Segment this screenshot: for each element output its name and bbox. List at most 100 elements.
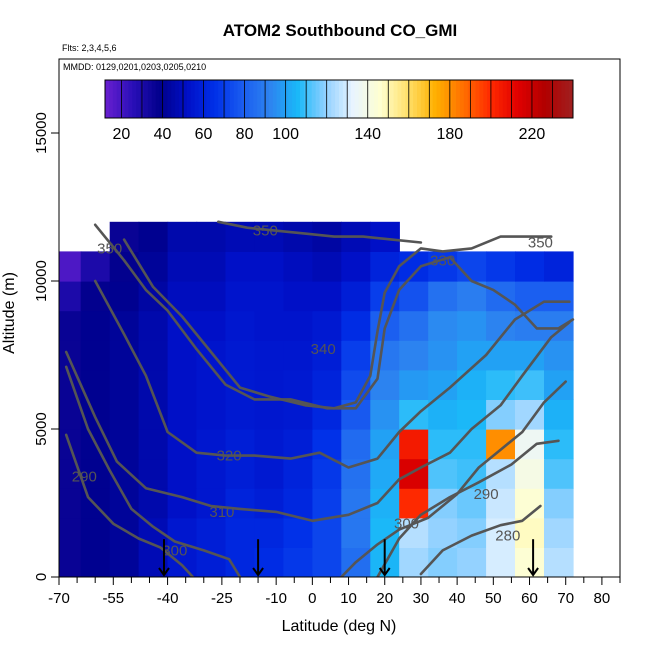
field-cell	[428, 517, 458, 548]
colorbar-segment	[506, 80, 512, 118]
colorbar-segment	[420, 80, 426, 118]
field-cell	[399, 340, 429, 371]
colorbar-segment	[171, 80, 176, 118]
colorbar: 20 40 60 80 100 140 180 220	[104, 79, 574, 143]
colorbar-segment	[206, 80, 211, 118]
colorbar-segment	[276, 80, 281, 118]
contour-line-290	[376, 439, 560, 577]
field-cell	[457, 488, 487, 519]
field-cell	[254, 429, 284, 460]
colorbar-segment	[136, 80, 141, 118]
contour-label: 310	[209, 504, 234, 521]
field-cell	[515, 369, 545, 400]
field-cell	[486, 340, 516, 371]
contour-label: 350	[528, 235, 553, 252]
colorbar-segment	[144, 80, 149, 118]
field-cell	[312, 399, 342, 430]
colorbar-segment	[405, 80, 410, 118]
colorbar-segment	[241, 80, 246, 118]
colorbar-segment	[436, 80, 441, 118]
contour-label: 290	[474, 486, 499, 503]
colorbar-segment	[381, 80, 387, 118]
colorbar-segment	[549, 80, 554, 118]
colorbar-segment	[354, 80, 359, 118]
field-cell	[486, 547, 516, 577]
x-tick-label: -10	[265, 590, 287, 607]
field-cell	[428, 458, 458, 489]
chart-title: ATOM2 Southbound CO_GMI	[223, 21, 458, 40]
colorbar-segment	[296, 80, 301, 118]
colorbar-segment	[452, 80, 457, 118]
field-cell	[544, 340, 574, 371]
field-cell	[312, 310, 342, 341]
field-cell	[544, 488, 574, 519]
field-cell	[283, 340, 313, 371]
colorbar-segment	[108, 80, 114, 118]
field-cell	[370, 429, 400, 460]
x-tick-label: 40	[449, 590, 466, 607]
colorbar-segment	[272, 80, 278, 118]
field-cell	[283, 251, 313, 282]
field-cell	[59, 547, 82, 577]
field-cell	[80, 517, 111, 548]
x-tick-label: 80	[594, 590, 611, 607]
field-cell	[167, 547, 198, 577]
colorbar-segment	[397, 80, 402, 118]
field-cell	[196, 221, 227, 252]
colorbar-segment	[159, 80, 164, 118]
colorbar-segment	[491, 80, 496, 118]
field-cell	[312, 281, 342, 312]
colorbar-segment	[323, 80, 328, 118]
dates-note: MMDD: 0129,0201,0203,0205,0210	[63, 62, 206, 72]
field-cell	[370, 369, 400, 400]
colorbar-segment	[475, 80, 480, 118]
colorbar-segment	[112, 80, 118, 118]
colorbar-segment	[292, 80, 297, 118]
colorbar-segment	[541, 80, 547, 118]
x-tick-label: 0	[308, 590, 316, 607]
field-cell	[515, 547, 545, 577]
colorbar-segment	[151, 80, 157, 118]
field-cell	[283, 281, 313, 312]
colorbar-segment	[315, 80, 320, 118]
colorbar-segment	[257, 80, 262, 118]
colorbar-segment	[210, 80, 215, 118]
field-cell	[312, 547, 342, 577]
colorbar-segment	[167, 80, 172, 118]
contour-line-290	[64, 433, 195, 577]
field-cell	[138, 429, 169, 460]
field-cell	[80, 547, 111, 577]
contour-label: 350	[253, 223, 278, 240]
colorbar-segment	[175, 80, 180, 118]
field-cell	[225, 399, 256, 430]
colorbar-segment	[163, 80, 168, 118]
colorbar-segment	[307, 80, 313, 118]
colorbar-segment	[534, 80, 539, 118]
field-cell	[457, 310, 487, 341]
field-cell	[312, 251, 342, 282]
field-cell	[225, 251, 256, 282]
colorbar-segment	[288, 80, 293, 118]
colorbar-segment	[495, 80, 500, 118]
contour-label: 330	[430, 252, 455, 269]
field-cell	[428, 399, 458, 430]
field-cell	[138, 221, 169, 252]
field-cell	[399, 369, 429, 400]
field-cell	[341, 488, 371, 519]
field-cell	[341, 340, 371, 371]
colorbar-tick-label: 20	[113, 126, 131, 143]
field-cell	[59, 488, 82, 519]
field-cell	[59, 517, 82, 548]
colorbar-segment	[346, 80, 352, 118]
field-cell	[109, 399, 140, 430]
field-cell	[109, 488, 140, 519]
colorbar-segment	[432, 80, 437, 118]
colorbar-tick-label: 40	[154, 126, 172, 143]
field-cell	[109, 458, 140, 489]
colorbar-segment	[366, 80, 371, 118]
field-cell	[138, 399, 169, 430]
y-tick-label: 15000	[33, 112, 50, 154]
field-cell	[428, 281, 458, 312]
field-cell	[59, 281, 82, 312]
